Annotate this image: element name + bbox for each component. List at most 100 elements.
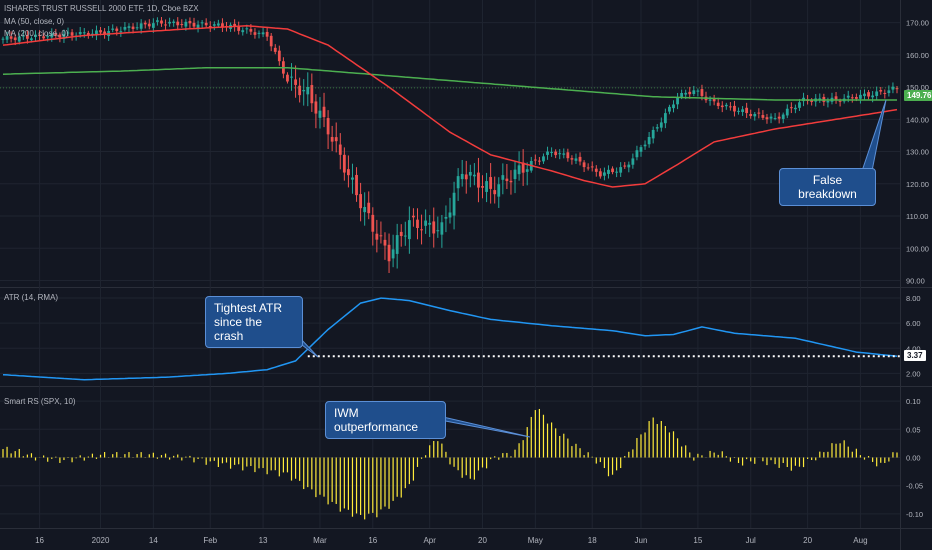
candle-body xyxy=(322,106,326,118)
candle-body xyxy=(306,86,310,95)
candle-body xyxy=(204,22,208,26)
candle-body xyxy=(684,92,688,95)
candle-body xyxy=(631,158,635,165)
candle-body xyxy=(17,36,21,42)
candle-body xyxy=(497,184,501,197)
candle-body xyxy=(533,159,537,161)
candle-body xyxy=(521,162,525,173)
y-tick-label: 110.00 xyxy=(906,212,928,221)
candle-body xyxy=(412,215,415,218)
candle-body xyxy=(233,23,237,27)
candle-body xyxy=(452,192,456,216)
candle-body xyxy=(643,144,647,147)
y-tick-label: 8.00 xyxy=(906,294,921,303)
candle-body xyxy=(472,174,476,177)
candle-body xyxy=(261,32,265,35)
candle-body xyxy=(663,113,667,124)
candle-body xyxy=(696,90,700,92)
y-tick-label: 0.05 xyxy=(906,425,921,434)
false-breakdown-callout: False breakdown xyxy=(779,168,876,206)
candle-body xyxy=(265,31,269,37)
x-tick-label: 14 xyxy=(149,536,158,545)
candle-body xyxy=(700,89,704,96)
candle-body xyxy=(757,112,761,114)
candle-body xyxy=(594,168,598,172)
candle-body xyxy=(574,158,578,161)
candle-body xyxy=(708,99,712,101)
candle-body xyxy=(509,180,513,183)
candle-body xyxy=(493,190,497,195)
candle-body xyxy=(416,219,419,229)
atr-line xyxy=(2,297,898,381)
candle-body xyxy=(749,113,753,117)
candle-body xyxy=(859,94,862,99)
candle-body xyxy=(245,28,249,30)
candle-body xyxy=(1,38,5,40)
candle-body xyxy=(432,221,436,234)
candle-body xyxy=(326,118,330,135)
x-tick-label: 13 xyxy=(259,536,268,545)
candle-body xyxy=(347,169,350,176)
y-tick-label: 130.00 xyxy=(906,148,929,157)
candle-body xyxy=(82,32,86,34)
candle-body xyxy=(566,152,570,159)
candle-body xyxy=(525,169,529,172)
y-tick-label: 140.00 xyxy=(906,115,929,124)
candle-body xyxy=(761,115,765,118)
candle-body xyxy=(846,95,850,98)
candle-body xyxy=(294,79,297,85)
candle-body xyxy=(103,31,106,35)
x-tick-label: 20 xyxy=(803,536,812,545)
candle-body xyxy=(387,244,391,262)
candle-body xyxy=(13,37,17,41)
x-tick-label: 20 xyxy=(478,536,487,545)
candle-body xyxy=(789,107,793,109)
candle-body xyxy=(78,31,82,35)
candle-body xyxy=(407,220,411,240)
candle-body xyxy=(147,23,151,27)
candle-body xyxy=(611,168,614,173)
candle-body xyxy=(367,202,371,214)
candle-body xyxy=(151,23,155,28)
candle-body xyxy=(314,101,318,114)
candle-body xyxy=(603,172,606,176)
candle-body xyxy=(623,165,627,167)
candle-body xyxy=(351,177,354,180)
candle-body xyxy=(777,116,781,119)
candle-body xyxy=(798,102,801,108)
candle-body xyxy=(257,32,261,34)
candle-body xyxy=(668,106,671,112)
candle-body xyxy=(651,129,655,139)
x-tick-label: Aug xyxy=(853,536,867,545)
atr-badge: 3.37 xyxy=(904,350,926,361)
y-tick-label: 2.00 xyxy=(906,369,921,378)
candle-body xyxy=(477,172,480,188)
candle-body xyxy=(655,127,659,129)
candle-body xyxy=(86,32,90,36)
candle-body xyxy=(70,32,74,36)
y-tick-label: 90.00 xyxy=(906,277,925,286)
candle-body xyxy=(773,118,777,120)
candle-body xyxy=(586,167,590,169)
candle-body xyxy=(558,153,562,155)
candle-body xyxy=(50,33,54,38)
candle-body xyxy=(25,35,29,39)
candle-body xyxy=(395,235,399,254)
candle-body xyxy=(371,214,375,232)
price-badge: 149.76 xyxy=(904,90,932,101)
false-breakdown-pointer xyxy=(861,99,887,172)
candle-body xyxy=(115,28,119,32)
chart-title: ISHARES TRUST RUSSELL 2000 ETF, 1D, Cboe… xyxy=(4,4,199,13)
candle-body xyxy=(582,162,586,168)
candle-body xyxy=(672,104,675,109)
candle-body xyxy=(135,27,139,29)
x-tick-label: Jun xyxy=(635,536,648,545)
candle-body xyxy=(310,85,314,104)
candle-body xyxy=(440,222,444,235)
candle-body xyxy=(399,231,403,237)
candle-body xyxy=(741,109,744,112)
candle-body xyxy=(30,38,33,41)
candle-body xyxy=(363,206,367,213)
candle-body xyxy=(538,160,541,162)
candle-body xyxy=(724,104,728,107)
